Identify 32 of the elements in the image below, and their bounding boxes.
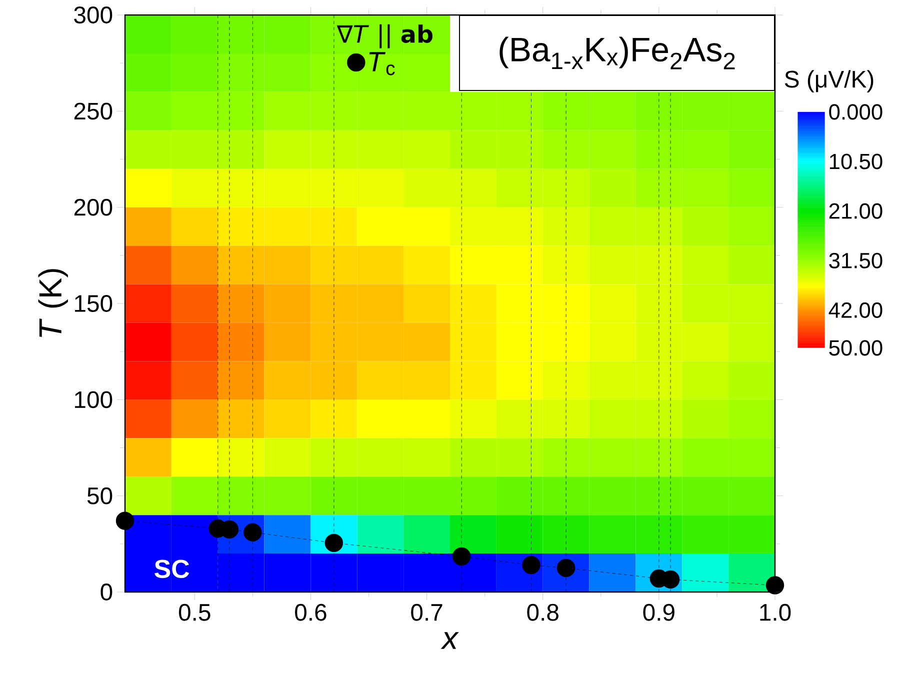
color-bar-label: 42.00 <box>828 302 882 318</box>
y-tick-label: 150 <box>75 295 112 312</box>
x-axis-title: x <box>440 632 459 649</box>
color-bar-label: 21.00 <box>829 203 882 219</box>
point <box>452 547 471 566</box>
color-bar-label: 0.000 <box>829 104 882 120</box>
legend-label: T$_{c}$ <box>369 52 395 76</box>
color-bar-title: S (μV/K) <box>784 70 874 92</box>
point <box>324 534 344 552</box>
color-bar-label: 10.50 <box>830 154 882 170</box>
point <box>556 558 576 578</box>
x-tick-label: 0.6 <box>295 604 326 621</box>
y-tick-label: 50 <box>87 487 112 504</box>
x-tick-label: 1.0 <box>760 604 791 621</box>
text: (Ba$_{1-x}$K$_{x}$)Fe$_{2}$As$_{2}$ <box>500 36 735 70</box>
x-tick-label: 0.7 <box>411 604 442 621</box>
annotation: SC <box>154 560 190 578</box>
point <box>244 523 262 542</box>
y-tick-label: 100 <box>75 391 112 408</box>
y-axis-title: T (K) <box>38 269 68 337</box>
y-tick-label: 0 <box>100 584 112 600</box>
y-tick-label: 250 <box>74 102 112 120</box>
color-bar-label: 50.00 <box>829 340 882 356</box>
legend-title: ∇T || ab <box>336 24 432 48</box>
y-tick-label: 200 <box>74 198 112 216</box>
point <box>522 556 540 574</box>
x-tick-label: 0.9 <box>643 604 674 621</box>
color-bar-label: 31.50 <box>829 252 882 268</box>
y-tick-label: 300 <box>74 6 112 24</box>
point <box>116 512 134 530</box>
x-tick-label: 0.5 <box>178 604 210 621</box>
x-tick-label: 0.8 <box>527 604 558 621</box>
